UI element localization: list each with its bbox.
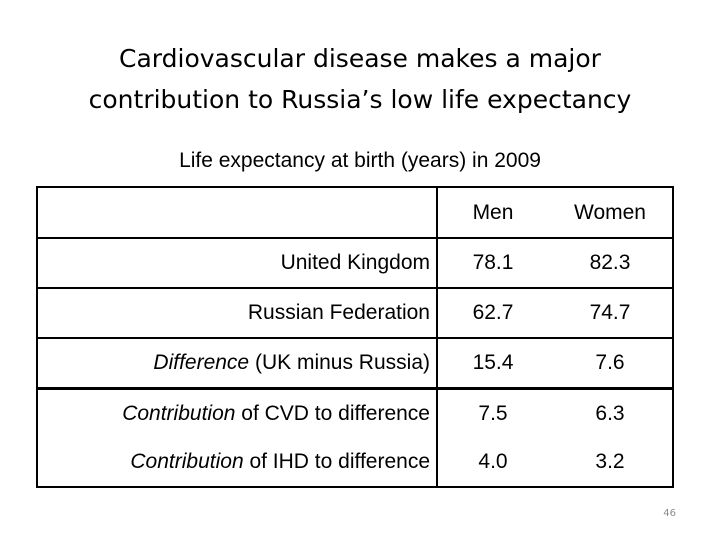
cell-women: 7.6: [548, 338, 674, 389]
table-row: United Kingdom 78.1 82.3: [36, 237, 674, 289]
cell-women: 6.3: [548, 387, 674, 438]
header-cell-empty: [36, 186, 438, 239]
cell-men: 78.1: [437, 237, 548, 289]
row-label-text: of CVD to difference: [235, 402, 430, 425]
table-row: Contribution of IHD to difference 4.0 3.…: [36, 438, 674, 488]
row-label: Contribution of IHD to difference: [36, 438, 438, 488]
row-label: Difference (UK minus Russia): [36, 338, 438, 389]
cell-women: 82.3: [548, 237, 674, 289]
row-label: Russian Federation: [36, 288, 438, 339]
row-label-italic: Contribution: [122, 402, 236, 425]
row-label-text: (UK minus Russia): [249, 351, 430, 374]
page-number: 46: [663, 508, 676, 519]
cell-women: 74.7: [548, 288, 674, 339]
header-cell-men: Men: [437, 186, 548, 238]
cell-men: 7.5: [437, 387, 548, 438]
table-header-row: Men Women: [36, 186, 674, 239]
slide-title: Cardiovascular disease makes a major con…: [0, 38, 720, 120]
cell-men: 62.7: [437, 288, 548, 339]
row-label-text: of IHD to difference: [243, 450, 430, 473]
slide-title-line-2: contribution to Russia’s low life expect…: [88, 85, 632, 114]
life-expectancy-table: Men Women United Kingdom 78.1 82.3 Russi…: [36, 186, 674, 488]
table-row: Difference (UK minus Russia) 15.4 7.6: [36, 338, 674, 389]
table-row: Contribution of CVD to difference 7.5 6.…: [36, 387, 674, 438]
table-caption: Life expectancy at birth (years) in 2009: [179, 149, 541, 172]
row-label: United Kingdom: [36, 238, 438, 289]
slide-title-line-1: Cardiovascular disease makes a major: [119, 44, 601, 73]
row-label-text: United Kingdom: [280, 251, 430, 274]
row-label: Contribution of CVD to difference: [36, 387, 438, 438]
cell-men: 4.0: [437, 438, 548, 488]
row-label-italic: Contribution: [130, 450, 244, 473]
cell-women: 3.2: [548, 438, 674, 488]
row-label-italic: Difference: [153, 351, 250, 374]
row-label-text: Russian Federation: [247, 301, 430, 324]
table-row: Russian Federation 62.7 74.7: [36, 288, 674, 339]
header-cell-women: Women: [548, 186, 674, 238]
cell-men: 15.4: [472, 351, 514, 374]
